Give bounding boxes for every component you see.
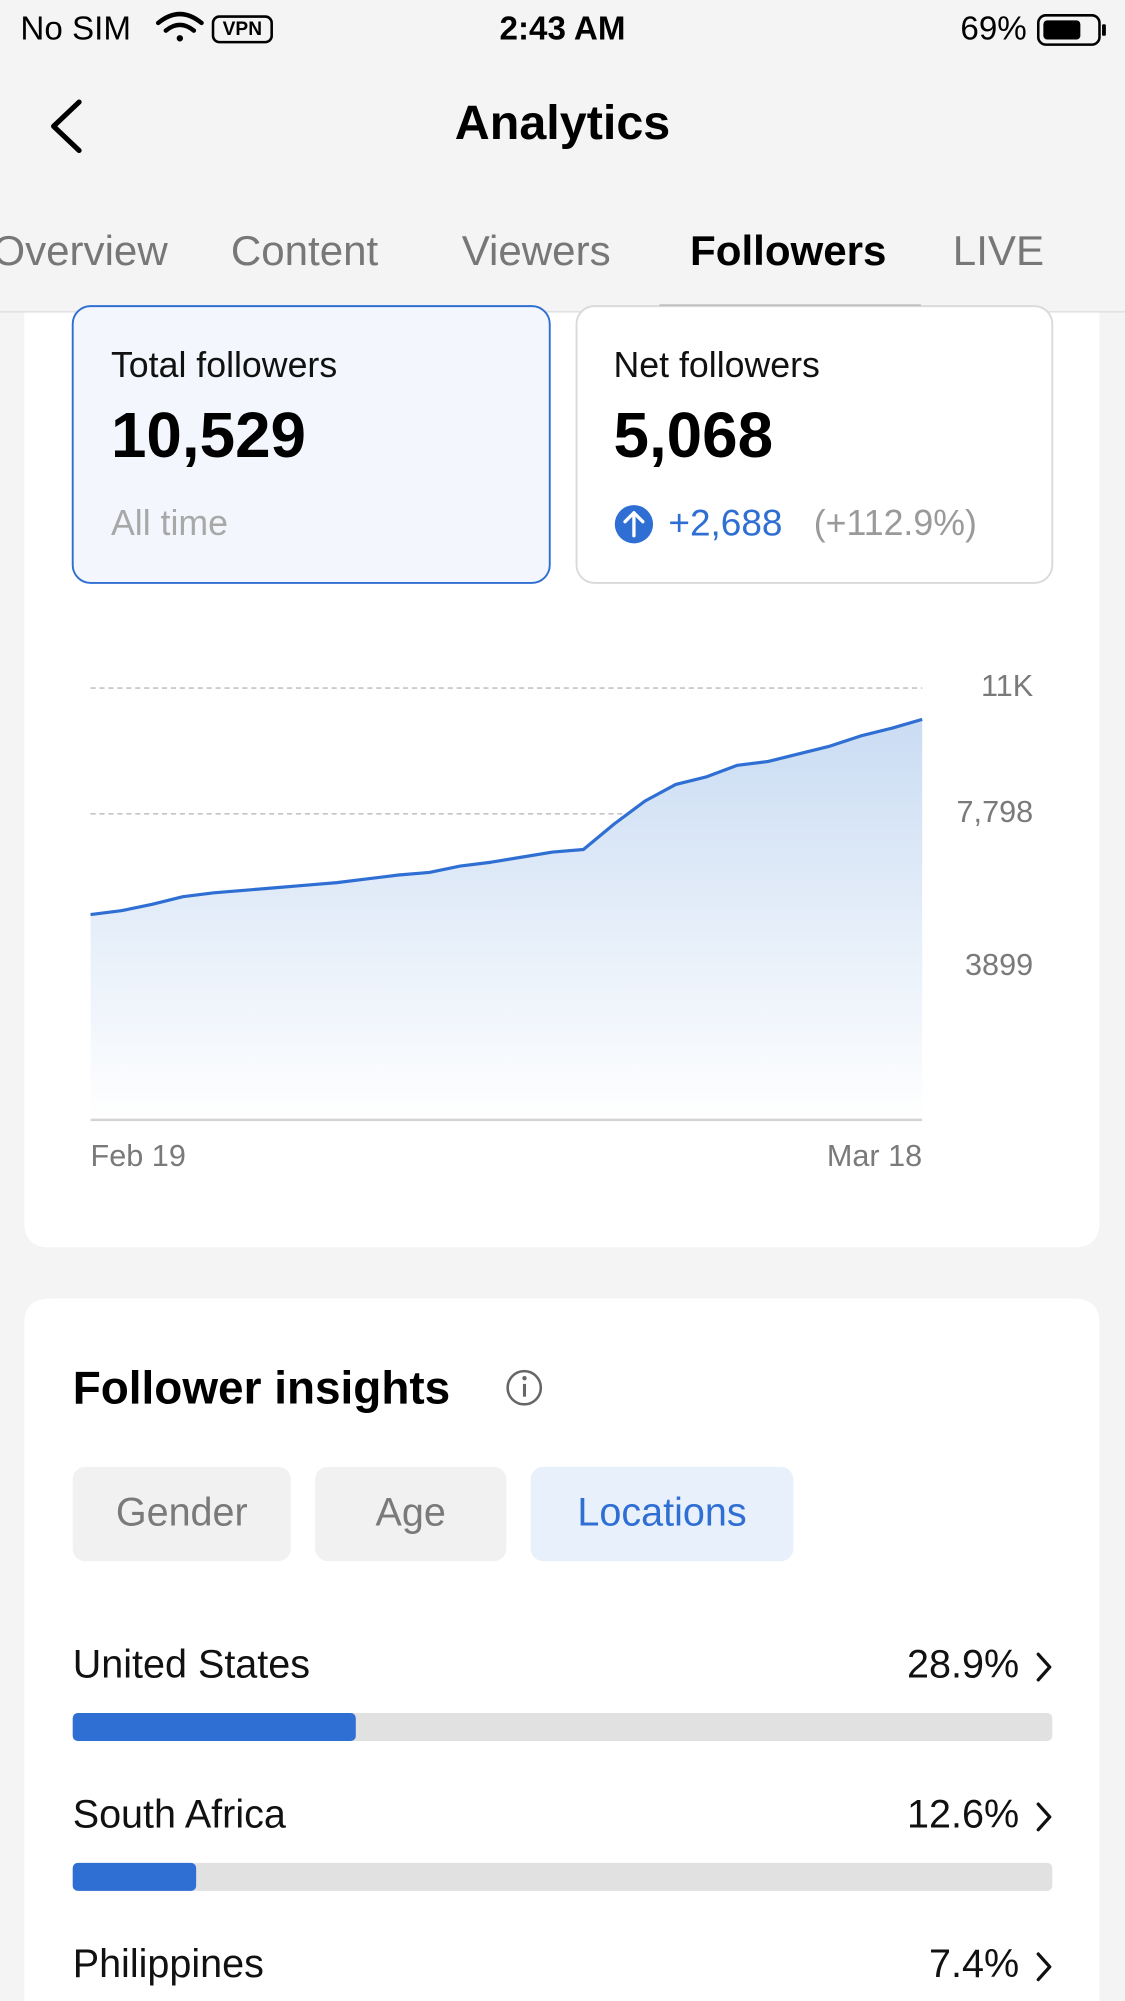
chevron[interactable] (1036, 1952, 1052, 1982)
total-label: Total followers (111, 345, 337, 385)
location-value: 7.4% (929, 1942, 1019, 1986)
battery-tip (1102, 24, 1106, 36)
tab[interactable]: Followers (690, 227, 886, 274)
filter-label: Gender (116, 1491, 248, 1535)
carrier: No SIM (20, 10, 131, 47)
filter-button[interactable] (315, 1466, 507, 1562)
battery-text: 69% (960, 10, 1026, 47)
location-value: 12.6% (907, 1792, 1019, 1836)
bar (72, 1712, 356, 1742)
vpn-badge (211, 15, 273, 44)
location-name: South Africa (73, 1792, 286, 1836)
page-title: Analytics (455, 96, 670, 150)
net-change-pct: (+112.9%) (814, 503, 977, 543)
net-card[interactable] (575, 305, 1054, 584)
bar-track (72, 1862, 1053, 1891)
up-arrow (623, 511, 645, 538)
location-name: Philippines (73, 1942, 264, 1986)
location-value: 28.9% (907, 1643, 1019, 1687)
line (90, 717, 923, 917)
bar (72, 1862, 197, 1891)
y-tick-label: 7,798 (957, 795, 1034, 829)
area (90, 719, 923, 1120)
clock: 2:43 AM (500, 10, 626, 47)
battery-icon (1036, 14, 1101, 46)
line-chart: 3899 7,798 11K Feb 19 Mar 18 (90, 669, 1034, 1173)
x-tick-label: Feb 19 (91, 1139, 186, 1173)
total-card[interactable] (71, 305, 551, 584)
net-change: +2,688 (668, 502, 782, 543)
y-tick-label: 3899 (965, 948, 1033, 982)
filter-label: Age (376, 1491, 446, 1535)
insights-title: Follower insights (73, 1362, 450, 1414)
location-bars: United States 28.9% South Africa 12.6% Phili… (72, 1643, 1053, 1986)
chevron[interactable] (1036, 1802, 1052, 1832)
total-note: All time (111, 503, 228, 543)
vpn-label: VPN (223, 19, 262, 40)
wifi-icon (155, 11, 204, 42)
tab-divider (0, 311, 1125, 313)
net-value: 5,068 (614, 399, 774, 471)
y-tick-label: 11K (981, 669, 1034, 703)
filter-label: Locations (577, 1491, 746, 1535)
filter-button[interactable] (530, 1466, 794, 1562)
net-label: Net followers (614, 345, 820, 385)
tab[interactable]: Content (231, 227, 379, 274)
location-name: United States (73, 1643, 310, 1687)
insights-card (24, 1298, 1100, 2001)
tab[interactable]: LIVE (953, 227, 1044, 274)
battery-level (1043, 20, 1081, 40)
back-button[interactable] (51, 99, 82, 154)
tab[interactable]: Overview (0, 227, 168, 274)
filter-button[interactable] (72, 1466, 291, 1562)
chevron[interactable] (1036, 1652, 1052, 1682)
total-value: 10,529 (111, 399, 306, 471)
info-icon[interactable] (506, 1369, 543, 1406)
x-tick-label: Mar 18 (827, 1139, 922, 1173)
tab[interactable]: Viewers (462, 227, 611, 274)
